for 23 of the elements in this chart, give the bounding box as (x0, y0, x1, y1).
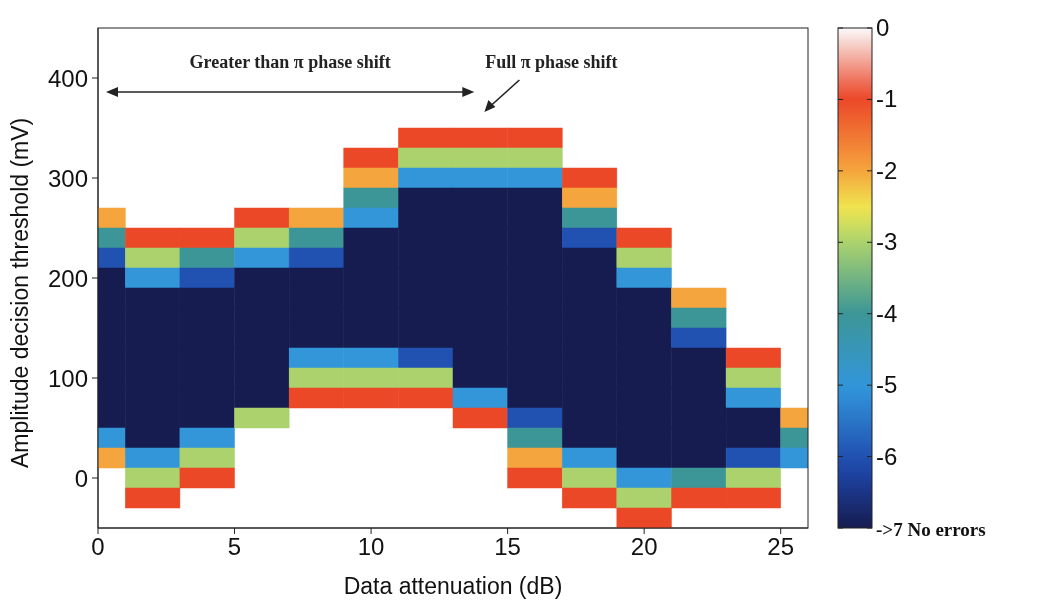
y-tick-label: 100 (47, 364, 88, 392)
color-bar-label: -2 (876, 156, 898, 184)
x-tick-label: 0 (91, 533, 105, 561)
x-axis-title: Data attenuation (dB) (343, 573, 563, 599)
color-bar-label: -1 (876, 85, 898, 113)
color-bar-label: -6 (876, 442, 898, 470)
y-axis-title: Amplitude decision threshold (mV) (7, 117, 34, 468)
x-tick-label: 20 (630, 533, 658, 561)
x-tick-label: 15 (494, 533, 521, 561)
y-tick-label: 300 (47, 164, 88, 192)
color-bar-label: -3 (876, 228, 898, 256)
y-tick-label: 200 (47, 264, 88, 292)
color-bar-label: -4 (876, 299, 898, 327)
x-tick-label: 10 (357, 533, 385, 561)
annotation: Greater than π phase shift (189, 52, 391, 72)
x-tick-label: 25 (767, 533, 795, 561)
y-tick-label: 400 (47, 64, 88, 92)
x-tick-label: 5 (227, 533, 242, 561)
color-bar-label: ->7 No errors (876, 519, 986, 540)
y-tick-label: 0 (74, 464, 88, 492)
color-bar-label: 0 (876, 14, 890, 41)
color-bar-label: -5 (876, 371, 898, 399)
annotation: Full π phase shift (485, 52, 618, 72)
